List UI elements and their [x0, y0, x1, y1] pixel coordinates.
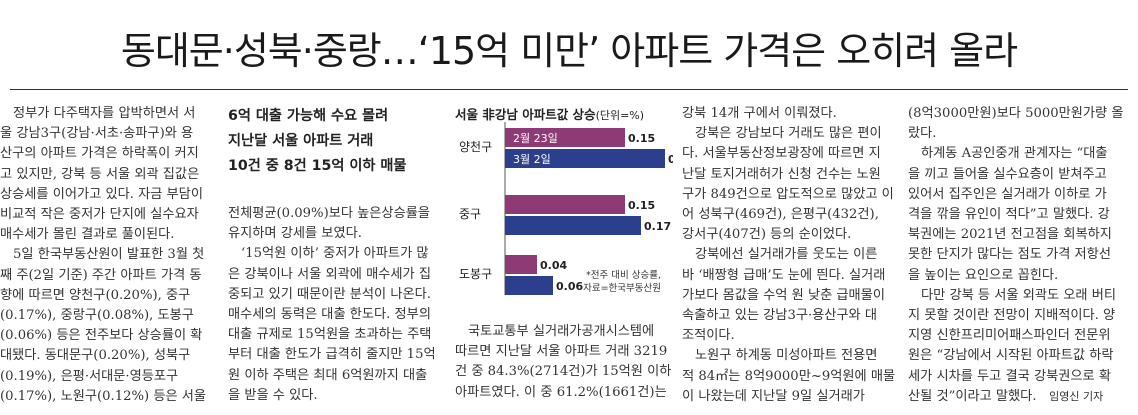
- text-line: 원 이하 주택은 최대 6억원까지 대출: [228, 367, 428, 383]
- data-label: 0.15: [628, 132, 655, 145]
- text-line: 대출 규제로 15억원을 초과하는 주택: [228, 327, 432, 343]
- bar: [505, 216, 641, 235]
- series-label: 3월 2일: [513, 152, 551, 166]
- text-line: (0.06%) 등은 전주보다 상승률이 확: [0, 328, 203, 344]
- text-line: (8억3000만원)보다 5000만원가량 올: [908, 106, 1124, 121]
- text-line: 지영 신한프리미어패스파인더 전문위: [908, 328, 1111, 344]
- bar: [505, 128, 625, 147]
- headline-rule: [10, 89, 1128, 90]
- text-line: 중되고 있기 때문이란 분석이 나온다.: [228, 286, 431, 302]
- text-line: 을 끼고 들어올 실수요층이 받쳐주고: [908, 166, 1107, 182]
- text-line: 난달 토지거래허가 신청 건수는 노원: [682, 166, 881, 182]
- text-line: 대됐다. 동대문구(0.20%), 성북구: [0, 348, 191, 364]
- article-column-3: 국토교통부 실거래가공개시스템에 따르면 지난달 서울 아파트 거래 3219 …: [455, 322, 673, 412]
- text-line: 지 못할 것이란 전망이 지배적이다. 양: [908, 308, 1116, 324]
- text-line: 가보다 몸값을 수억 원 낮춘 급매물이: [682, 287, 885, 303]
- text-line: 하계동 A공인중개 관계자는 “대출: [921, 146, 1108, 162]
- text-line: 향에 따르면 양천구(0.20%), 중구: [0, 287, 191, 303]
- category-label: 양천구: [459, 139, 492, 154]
- text-line: 적 84㎡는 8억9000만~9억원에 매물: [682, 368, 896, 384]
- subhead-line: 지난달 서울 아파트 거래: [228, 133, 374, 149]
- bar: [505, 149, 665, 168]
- text-line: 구가 849건으로 압도적으로 많았고 이: [682, 186, 894, 202]
- text-line: (0.19%), 은평·서대문·영등포구: [0, 368, 179, 384]
- subhead-line: 6억 대출 가능해 수요 몰려: [228, 108, 389, 124]
- data-label: 0.04: [540, 259, 567, 272]
- category-label: 중구: [459, 207, 481, 221]
- chart-note: 자료=한국부동산원: [583, 283, 661, 294]
- text-line: 강북 14개 구에서 이뤄졌다.: [682, 106, 837, 121]
- text-line: 고 있지만, 강북 등 서울 외곽 집값은: [0, 166, 200, 182]
- headline: 동대문·성북·중랑…‘15억 미만’ 아파트 가격은 오히려 올라: [120, 29, 1018, 73]
- text-line: (0.17%), 노원구(0.12%) 등은 서울: [0, 388, 207, 404]
- text-line: 다만 강북 등 서울 외곽도 오래 버티: [921, 287, 1117, 303]
- text-line: 아파트였다. 이 중 61.2%(1661건)는: [455, 384, 667, 400]
- text-line: 국토교통부 실거래가공개시스템에: [468, 324, 655, 339]
- text-line: 이 나왔는데 지난달 9일 실거래가: [682, 388, 865, 404]
- text-line: 을 높이는 요인으로 꼽힌다.: [908, 267, 1059, 283]
- text-line: 원은 “강남에서 시작된 아파트값 하락: [908, 348, 1114, 364]
- text-line: 매수세의 동력은 대출 한도다. 정부의: [228, 307, 431, 323]
- text-line: 부터 대출 한도가 급격히 줄지만 15억: [228, 347, 436, 363]
- data-label: 0.17: [644, 220, 671, 233]
- text-line: 비교적 작은 중저가 단지에 실수요자: [0, 207, 199, 223]
- subheadline: 6억 대출 가능해 수요 몰려 지난달 서울 아파트 거래 10건 중 8건 1…: [228, 104, 448, 179]
- chart-unit: (단위=%): [595, 109, 645, 122]
- text-line: 을 받을 수 있다.: [228, 387, 318, 403]
- text-line: 상승세를 이어가고 있다. 자금 부담이: [0, 186, 203, 202]
- data-label: 0.06: [556, 280, 583, 293]
- bar: [505, 195, 625, 214]
- text-line: 랐다.: [908, 126, 937, 142]
- text-line: 어 성북구(469건), 은평구(432건),: [682, 207, 879, 223]
- text-line: 째 주(2일 기준) 주간 아파트 가격 동: [0, 267, 202, 283]
- bar-chart: 서울 非강남 아파트값 상승(단위=%) 양천구 0.15 2월 23일 0.20 3월…: [455, 104, 673, 304]
- text-line: 있어서 집주인은 실거래가 이하로 가: [908, 186, 1107, 202]
- data-label: 0.15: [628, 199, 655, 212]
- article-column-5: (8억3000만원)보다 5000만원가량 올 랐다. 하계동 A공인중개 관계…: [908, 104, 1130, 410]
- text-line: ‘15억원 이하’ 중저가 아파트가 많: [241, 246, 429, 262]
- article-column-4: 강북 14개 구에서 이뤄졌다. 강북은 강남보다 거래도 많은 편이 다. 서…: [682, 104, 897, 410]
- text-line: 건 중 84.3%(2714건)가 15억원 이하: [455, 364, 672, 380]
- text-line: 산구의 아파트 가격은 하락폭이 커지: [0, 146, 199, 162]
- text-line: 정부가 다주택자를 압박하면서 서: [13, 106, 196, 121]
- chart-title-text: 서울 非강남 아파트값 상승: [455, 107, 596, 122]
- article-column-1: 정부가 다주택자를 압박하면서 서 울 강남3구(강남·서초·송파구)와 용 산…: [0, 104, 212, 410]
- text-line: 북권에는 2021년 전고점을 회복하지: [908, 227, 1112, 243]
- text-line: 세가 시차를 두고 결국 강북권으로 확: [908, 368, 1111, 384]
- text-line: 전체평균(0.09%)보다 높은상승률을: [228, 206, 430, 221]
- subhead-line: 10건 중 8건 15억 이하 매물: [228, 158, 407, 174]
- text-line: 따르면 지난달 서울 아파트 거래 3219: [455, 344, 668, 360]
- text-line: 조적이다.: [682, 328, 735, 344]
- text-line: 격을 깎을 유인이 적다”고 말했다. 강: [908, 207, 1110, 223]
- text-line: 속출하고 있는 강남3구·용산구와 대: [682, 308, 878, 324]
- text-line: 강북에선 실거래가를 웃도는 이른: [695, 247, 878, 263]
- text-line: 못한 단지가 많다는 점도 가격 저항선: [908, 247, 1111, 263]
- text-line: 강서구(407건) 등의 순이었다.: [682, 227, 852, 243]
- text-line: 매수세가 몰린 결과로 풀이된다.: [0, 227, 175, 243]
- text-line: 바 ‘배짱형 급매’도 눈에 띈다. 실거래: [682, 267, 886, 283]
- text-line: 은 강북이나 서울 외곽에 매수세가 집: [228, 266, 431, 282]
- text-line-content: 산될 것”이라고 말했다.: [908, 388, 1037, 404]
- series-label: 2월 23일: [513, 131, 558, 145]
- text-line: 산될 것”이라고 말했다. 임영신 기자: [908, 387, 1130, 407]
- text-line: 유지하며 강세를 보였다.: [228, 226, 362, 242]
- text-line: 다. 서울부동산정보광장에 따르면 지: [682, 146, 881, 162]
- text-line: 강북은 강남보다 거래도 많은 편이: [695, 126, 882, 142]
- article-column-2: 전체평균(0.09%)보다 높은상승률을 유지하며 강세를 보였다. ‘15억원…: [228, 204, 443, 410]
- category-label: 도봉구: [459, 267, 492, 281]
- text-line: 노원구 하계동 미성아파트 전용면: [695, 348, 878, 364]
- text-line: 5일 한국부동산원이 발표한 3월 첫: [13, 247, 205, 263]
- chart-title: 서울 非강남 아파트값 상승(단위=%): [455, 104, 673, 123]
- text-line: 울 강남3구(강남·서초·송파구)와 용: [0, 126, 194, 142]
- text-line: (0.17%), 중랑구(0.08%), 도봉구: [0, 308, 194, 324]
- bar: [505, 255, 537, 274]
- byline: 임영신 기자: [1049, 389, 1104, 403]
- bar: [505, 276, 553, 295]
- chart-note: *전주 대비 상승률,: [586, 270, 661, 281]
- data-label: 0.20: [668, 153, 673, 166]
